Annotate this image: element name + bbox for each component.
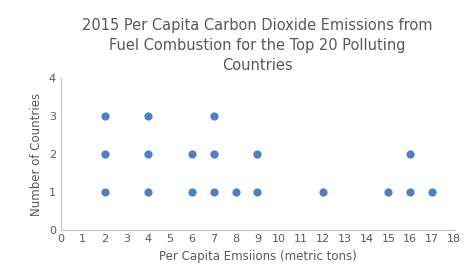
Point [145,114,152,118]
Point [407,152,414,156]
Point [145,152,152,156]
Point [254,152,261,156]
Point [188,190,196,194]
X-axis label: Per Capita Emsiions (metric tons): Per Capita Emsiions (metric tons) [159,250,356,263]
Point [210,114,218,118]
Point [210,190,218,194]
Point [101,114,108,118]
Point [232,190,239,194]
Point [428,190,436,194]
Point [407,190,414,194]
Point [385,190,392,194]
Point [254,190,261,194]
Point [210,152,218,156]
Point [145,190,152,194]
Title: 2015 Per Capita Carbon Dioxide Emissions from
Fuel Combustion for the Top 20 Pol: 2015 Per Capita Carbon Dioxide Emissions… [82,18,432,73]
Point [101,152,108,156]
Point [188,152,196,156]
Point [101,190,108,194]
Y-axis label: Number of Countries: Number of Countries [30,92,44,216]
Point [319,190,327,194]
